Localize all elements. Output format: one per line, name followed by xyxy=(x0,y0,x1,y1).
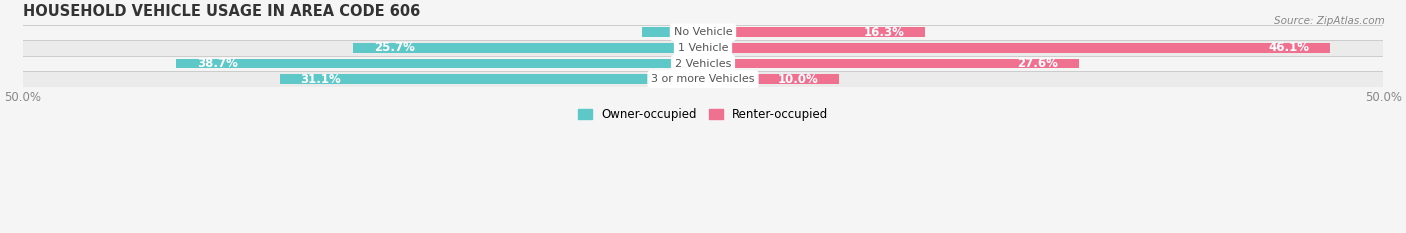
Text: Source: ZipAtlas.com: Source: ZipAtlas.com xyxy=(1274,16,1385,26)
Bar xyxy=(353,43,703,53)
Bar xyxy=(703,27,925,37)
Bar xyxy=(280,74,703,84)
Bar xyxy=(703,59,1078,68)
Text: HOUSEHOLD VEHICLE USAGE IN AREA CODE 606: HOUSEHOLD VEHICLE USAGE IN AREA CODE 606 xyxy=(22,4,420,19)
Bar xyxy=(22,40,1384,56)
Text: 1 Vehicle: 1 Vehicle xyxy=(678,43,728,53)
Text: 2 Vehicles: 2 Vehicles xyxy=(675,58,731,69)
Bar xyxy=(22,56,1384,71)
Bar xyxy=(703,43,1330,53)
Text: 4.5%: 4.5% xyxy=(672,26,706,39)
Text: 31.1%: 31.1% xyxy=(301,73,342,86)
Text: 25.7%: 25.7% xyxy=(374,41,415,55)
Text: 3 or more Vehicles: 3 or more Vehicles xyxy=(651,74,755,84)
Bar xyxy=(22,24,1384,40)
Text: 38.7%: 38.7% xyxy=(197,57,238,70)
Text: 16.3%: 16.3% xyxy=(863,26,904,39)
Text: 46.1%: 46.1% xyxy=(1268,41,1310,55)
Legend: Owner-occupied, Renter-occupied: Owner-occupied, Renter-occupied xyxy=(572,103,834,126)
Bar xyxy=(641,27,703,37)
Text: No Vehicle: No Vehicle xyxy=(673,27,733,37)
Bar xyxy=(22,71,1384,87)
Text: 27.6%: 27.6% xyxy=(1018,57,1059,70)
Bar xyxy=(703,74,839,84)
Bar xyxy=(176,59,703,68)
Text: 10.0%: 10.0% xyxy=(778,73,818,86)
